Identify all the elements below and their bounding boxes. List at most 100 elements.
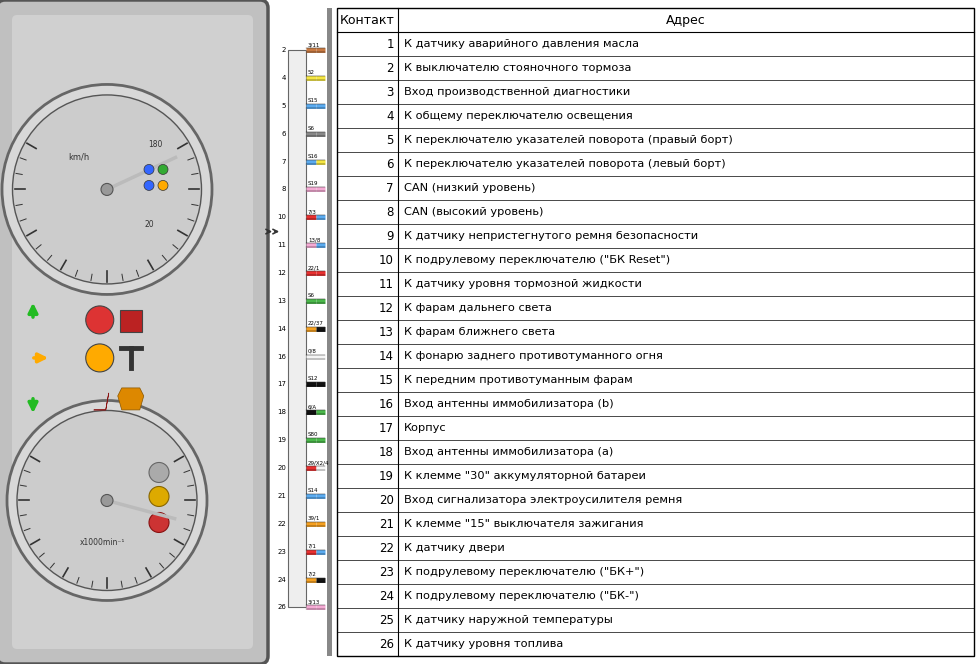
Circle shape — [149, 513, 169, 533]
Text: К датчику двери: К датчику двери — [404, 543, 504, 553]
FancyBboxPatch shape — [0, 0, 268, 664]
Text: К подрулевому переключателю ("БК+"): К подрулевому переключателю ("БК+") — [404, 567, 643, 577]
Circle shape — [13, 95, 201, 284]
Text: 7: 7 — [281, 159, 285, 165]
Text: К подрулевому переключателю ("БК Reset"): К подрулевому переключателю ("БК Reset") — [404, 255, 669, 265]
Text: 10: 10 — [379, 254, 394, 266]
Text: 0/8: 0/8 — [308, 349, 317, 354]
Text: 11: 11 — [276, 242, 285, 248]
Text: Адрес: Адрес — [665, 13, 705, 27]
Text: Контакт: Контакт — [340, 13, 395, 27]
Text: К фарам ближнего света: К фарам ближнего света — [404, 327, 554, 337]
Polygon shape — [94, 393, 108, 410]
Text: 14: 14 — [276, 326, 285, 332]
Text: 23: 23 — [379, 566, 394, 578]
Text: 2: 2 — [386, 62, 394, 74]
Text: 12: 12 — [378, 301, 394, 315]
Text: 11: 11 — [378, 278, 394, 291]
Text: 20: 20 — [379, 493, 394, 507]
Bar — [327, 8, 332, 656]
Text: S80: S80 — [308, 432, 319, 437]
Text: Вход сигнализатора электроусилителя ремня: Вход сигнализатора электроусилителя ремн… — [404, 495, 681, 505]
Text: 3/13: 3/13 — [308, 600, 320, 604]
Text: К датчику аварийного давления масла: К датчику аварийного давления масла — [404, 39, 638, 49]
Text: 17: 17 — [276, 382, 285, 388]
FancyBboxPatch shape — [12, 15, 253, 649]
Text: К подрулевому переключателю ("БК-"): К подрулевому переключателю ("БК-") — [404, 591, 638, 601]
Text: 13: 13 — [276, 298, 285, 304]
Text: 23: 23 — [276, 548, 285, 554]
Circle shape — [144, 165, 153, 175]
Text: К датчику наружной температуры: К датчику наружной температуры — [404, 615, 613, 625]
Text: CAN (низкий уровень): CAN (низкий уровень) — [404, 183, 534, 193]
Text: 7/2: 7/2 — [308, 572, 317, 576]
Text: 20: 20 — [144, 220, 153, 230]
Text: Корпус: Корпус — [404, 423, 446, 433]
Text: К датчику непристегнутого ремня безопасности: К датчику непристегнутого ремня безопасн… — [404, 231, 698, 241]
Text: К общему переключателю освещения: К общему переключателю освещения — [404, 111, 632, 121]
Text: 2: 2 — [281, 47, 285, 53]
Circle shape — [144, 181, 153, 191]
Text: S15: S15 — [308, 98, 319, 103]
Bar — [119, 310, 142, 332]
Text: К переключателю указателей поворота (правый борт): К переключателю указателей поворота (пра… — [404, 135, 732, 145]
Text: km/h: km/h — [68, 153, 90, 161]
Text: К фарам дальнего света: К фарам дальнего света — [404, 303, 551, 313]
Circle shape — [2, 84, 212, 294]
Text: 21: 21 — [378, 517, 394, 531]
Text: 22: 22 — [276, 521, 285, 527]
Polygon shape — [117, 388, 144, 410]
Text: К фонарю заднего противотуманного огня: К фонарю заднего противотуманного огня — [404, 351, 662, 361]
Text: 10: 10 — [276, 214, 285, 220]
Text: 7/3: 7/3 — [308, 209, 317, 214]
Text: К передним противотуманным фарам: К передним противотуманным фарам — [404, 375, 632, 385]
Text: 24: 24 — [276, 576, 285, 582]
Text: S12: S12 — [308, 376, 319, 382]
Text: 6: 6 — [281, 131, 285, 137]
Text: К клемме "15" выключателя зажигания: К клемме "15" выключателя зажигания — [404, 519, 643, 529]
Text: 17: 17 — [378, 422, 394, 434]
Text: 19: 19 — [276, 437, 285, 443]
Text: 19: 19 — [378, 469, 394, 483]
Text: S16: S16 — [308, 153, 319, 159]
Circle shape — [149, 463, 169, 483]
Bar — [287, 50, 306, 608]
Circle shape — [158, 181, 168, 191]
Text: 26: 26 — [276, 604, 285, 610]
Bar — [337, 8, 973, 656]
Circle shape — [7, 400, 207, 600]
Text: 8: 8 — [281, 187, 285, 193]
Text: 14: 14 — [378, 349, 394, 363]
Circle shape — [158, 165, 168, 175]
Text: 16: 16 — [276, 354, 285, 360]
Circle shape — [86, 344, 113, 372]
Text: 39/1: 39/1 — [308, 516, 320, 521]
Text: 16: 16 — [378, 398, 394, 410]
Text: 22/37: 22/37 — [308, 321, 323, 326]
Text: Вход производственной диагностики: Вход производственной диагностики — [404, 87, 629, 97]
Text: 29/X2/4: 29/X2/4 — [308, 460, 329, 465]
Text: 1: 1 — [386, 37, 394, 50]
Text: 18: 18 — [276, 409, 285, 416]
Circle shape — [86, 306, 113, 334]
Circle shape — [101, 495, 113, 507]
Text: S14: S14 — [308, 488, 319, 493]
Text: 18: 18 — [379, 446, 394, 459]
Text: К переключателю указателей поворота (левый борт): К переключателю указателей поворота (лев… — [404, 159, 725, 169]
Text: 4: 4 — [281, 75, 285, 81]
Text: 22: 22 — [378, 542, 394, 554]
Circle shape — [149, 487, 169, 507]
Text: 52: 52 — [308, 70, 315, 75]
Text: 6: 6 — [386, 157, 394, 171]
Text: 5: 5 — [386, 133, 394, 147]
Text: 6/A: 6/A — [308, 404, 317, 409]
Circle shape — [101, 183, 113, 195]
Text: 7/1: 7/1 — [308, 544, 317, 548]
Text: 4: 4 — [386, 110, 394, 122]
Text: 180: 180 — [148, 141, 162, 149]
Text: 7: 7 — [386, 181, 394, 195]
Text: К датчику уровня топлива: К датчику уровня топлива — [404, 639, 563, 649]
Text: 25: 25 — [379, 614, 394, 627]
Text: Вход антенны иммобилизатора (а): Вход антенны иммобилизатора (а) — [404, 447, 613, 457]
Text: 8: 8 — [386, 205, 394, 218]
